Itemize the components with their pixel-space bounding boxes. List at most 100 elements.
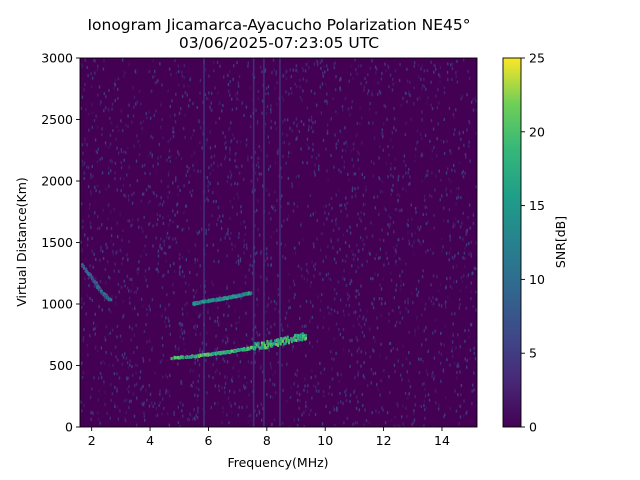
noise-speck [159,304,162,308]
noise-speck [109,331,111,335]
noise-speck [124,417,126,421]
noise-speck [188,283,190,287]
noise-speck [472,108,475,112]
noise-speck [446,70,449,74]
noise-speck [433,213,435,217]
noise-speck [156,80,158,84]
noise-speck [94,59,96,63]
noise-speck [217,91,219,95]
noise-speck [395,283,398,287]
noise-speck [430,103,432,107]
noise-speck [112,129,114,132]
noise-speck [80,107,83,110]
noise-speck [357,371,360,374]
noise-speck [172,181,174,185]
noise-speck [337,280,340,284]
noise-speck [128,165,130,169]
noise-speck [285,161,287,165]
noise-speck [459,370,461,374]
noise-speck [275,391,277,395]
noise-speck [379,177,381,181]
noise-speck [87,166,90,170]
noise-speck [84,83,86,86]
noise-speck [204,93,206,97]
noise-speck [95,258,97,261]
noise-speck [390,162,392,166]
noise-speck [198,315,200,319]
noise-speck [293,418,296,422]
noise-speck [244,233,246,236]
noise-speck [342,276,344,280]
noise-speck [409,182,411,186]
noise-speck [465,306,467,310]
noise-speck [294,372,296,376]
noise-speck [225,155,227,159]
noise-speck [120,148,122,152]
noise-speck [210,155,213,159]
trace-point [293,338,295,342]
noise-speck [105,281,107,285]
noise-speck [335,217,338,221]
noise-speck [392,220,395,224]
noise-speck [392,175,394,179]
noise-speck [317,382,319,386]
noise-speck [433,70,435,74]
noise-speck [420,405,422,408]
noise-speck [131,365,133,369]
noise-speck [97,64,99,68]
noise-speck [81,306,83,309]
trace-point [286,335,289,339]
noise-speck [277,360,280,364]
noise-speck [411,217,413,221]
noise-speck [383,122,385,126]
noise-speck [194,323,197,327]
noise-speck [91,236,93,240]
noise-speck [129,301,131,305]
noise-speck [305,404,307,408]
noise-speck [363,88,365,92]
noise-speck [291,182,293,186]
noise-speck [164,307,166,311]
noise-speck [88,284,90,288]
noise-speck [182,414,184,418]
noise-speck [385,208,387,212]
noise-speck [448,251,451,255]
noise-speck [205,232,207,235]
noise-speck [95,277,97,281]
noise-speck [173,410,175,414]
noise-speck [91,410,93,414]
noise-speck [373,136,376,140]
noise-speck [377,81,379,85]
noise-speck [361,173,363,176]
noise-speck [237,81,240,85]
trace-point [170,357,173,361]
noise-speck [396,347,398,351]
noise-speck [409,361,411,365]
noise-speck [461,280,463,284]
noise-speck [440,342,442,346]
noise-speck [230,231,232,235]
noise-speck [229,401,231,405]
noise-speck [343,269,345,273]
noise-speck [382,408,384,412]
noise-speck [254,325,257,329]
noise-speck [112,252,114,256]
noise-speck [114,161,117,165]
noise-speck [362,238,364,242]
noise-speck [91,249,93,253]
noise-speck [352,324,355,328]
noise-speck [273,205,276,209]
noise-speck [258,233,261,237]
noise-speck [112,363,114,367]
noise-speck [333,337,336,341]
noise-speck [310,408,312,412]
x-tick-label: 6 [204,433,212,448]
noise-speck [448,106,451,110]
noise-speck [226,180,229,184]
noise-speck [257,333,259,337]
noise-speck [229,148,231,152]
noise-speck [408,92,410,96]
noise-speck [226,254,228,258]
noise-speck [421,137,423,140]
noise-speck [194,357,196,361]
